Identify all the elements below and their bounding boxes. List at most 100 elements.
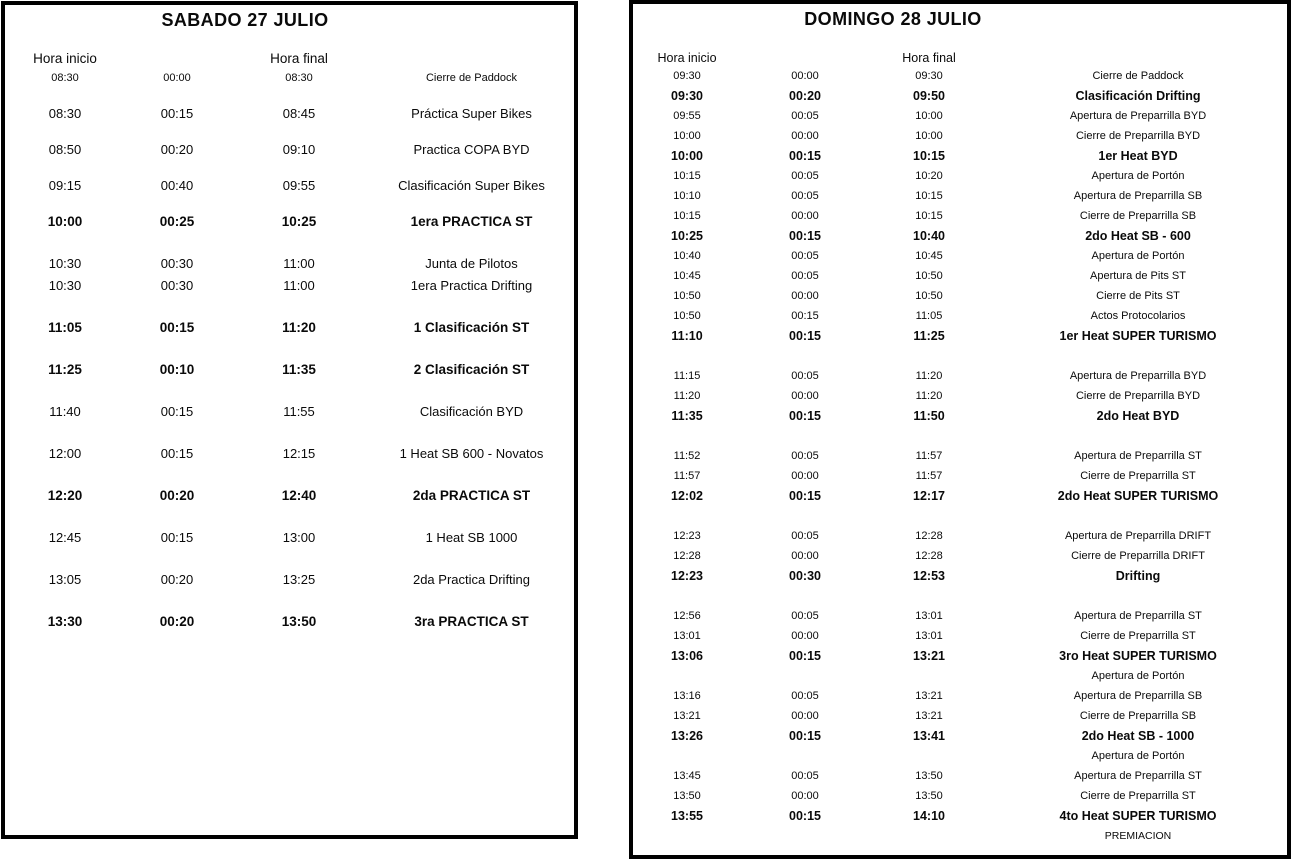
- end-time: 13:21: [915, 710, 943, 722]
- event-label: Apertura de Preparrilla DRIFT: [1064, 530, 1212, 542]
- duration: 00:25: [159, 214, 195, 229]
- sunday-schedule-panel: DOMINGO 28 JULIO Hora inicio Hora final …: [629, 0, 1291, 859]
- start-time: 12:23: [673, 530, 701, 542]
- schedule-row: 10:00 00:00 10:00 Cierre de Preparrilla BYD: [633, 126, 1287, 146]
- duration: 00:15: [789, 649, 821, 663]
- start-time: 13:05: [48, 572, 82, 587]
- event-label: Cierre de Preparrilla SB: [1079, 210, 1197, 222]
- duration: 00:10: [159, 362, 195, 377]
- saturday-column-headers: Hora inicio Hora final: [5, 51, 574, 67]
- start-time: 10:10: [673, 190, 701, 202]
- end-time: 13:25: [282, 572, 316, 587]
- event-label: Apertura de Preparrilla ST: [1074, 770, 1202, 782]
- end-time: 10:25: [281, 214, 317, 229]
- event-label: Practica COPA BYD: [413, 142, 530, 157]
- start-time: 10:15: [673, 170, 701, 182]
- end-time: 13:00: [282, 530, 316, 545]
- duration: 00:30: [160, 256, 194, 271]
- duration: 00:15: [789, 409, 821, 423]
- end-time: 12:53: [913, 569, 945, 583]
- start-time: 11:20: [673, 390, 701, 402]
- start-time: 13:50: [673, 790, 701, 802]
- duration: 00:15: [159, 320, 195, 335]
- saturday-rows: 08:30 00:00 08:30 Cierre de Paddock 08:30 00:…: [5, 67, 574, 633]
- duration: 00:05: [791, 170, 819, 182]
- event-label: Cierre de Preparrilla BYD: [1075, 390, 1201, 402]
- start-time: 10:50: [673, 310, 701, 322]
- end-time: 13:50: [281, 614, 317, 629]
- duration: 00:05: [791, 250, 819, 262]
- end-time: 10:15: [915, 210, 943, 222]
- schedule-row: 10:00 00:15 10:15 1er Heat BYD: [633, 146, 1287, 166]
- end-time: 11:05: [915, 310, 943, 322]
- schedule-row: 13:30 00:20 13:50 3ra PRACTICA ST: [5, 611, 574, 633]
- start-time: 13:01: [673, 630, 701, 642]
- end-time: 12:40: [281, 488, 317, 503]
- end-time: 12:17: [913, 489, 945, 503]
- duration: 00:05: [791, 190, 819, 202]
- event-label: Cierre de Paddock: [425, 72, 518, 84]
- duration: 00:05: [791, 370, 819, 382]
- end-time: 11:00: [283, 278, 315, 293]
- end-time: 09:30: [915, 70, 943, 82]
- schedule-group: 12:20 00:20 12:40 2da PRACTICA ST: [5, 485, 574, 507]
- duration: 00:15: [789, 329, 821, 343]
- event-label: Apertura de Preparrilla SB: [1073, 190, 1203, 202]
- schedule-row: 10:15 00:05 10:20 Apertura de Portón: [633, 166, 1287, 186]
- end-time: 13:50: [915, 790, 943, 802]
- end-time: 09:55: [282, 178, 316, 193]
- start-time: 10:00: [671, 149, 703, 163]
- start-time: 08:50: [48, 142, 82, 157]
- schedule-group: 12:23 00:05 12:28 Apertura de Preparrilla D…: [633, 526, 1287, 586]
- saturday-title: SABADO 27 JULIO: [161, 10, 329, 30]
- duration: 00:00: [791, 630, 819, 642]
- start-time: 09:55: [673, 110, 701, 122]
- start-time: 12:45: [48, 530, 82, 545]
- end-time: 12:28: [915, 550, 943, 562]
- event-label: 2do Heat SUPER TURISMO: [1057, 489, 1219, 503]
- schedule-row: 12:00 00:15 12:15 1 Heat SB 600 - Novatos: [5, 443, 574, 465]
- event-label: Práctica Super Bikes: [411, 106, 532, 121]
- event-header-empty: [369, 51, 574, 67]
- end-time: 13:21: [915, 690, 943, 702]
- schedule-row: 10:40 00:05 10:45 Apertura de Portón: [633, 246, 1287, 266]
- end-time: 13:41: [913, 729, 945, 743]
- event-label: 2do Heat BYD: [1096, 409, 1180, 423]
- event-label: Cierre de Preparrilla ST: [1080, 470, 1196, 482]
- sunday-rows: 09:30 00:00 09:30 Cierre de Paddock 09:30 00:…: [633, 66, 1287, 846]
- end-time: 13:21: [913, 649, 945, 663]
- end-time: 12:28: [915, 530, 943, 542]
- duration: 00:20: [160, 142, 194, 157]
- start-time: 11:25: [48, 362, 82, 377]
- schedule-group: 10:00 00:25 10:25 1era PRACTICA ST: [5, 211, 574, 233]
- duration: 00:20: [159, 614, 195, 629]
- duration: 00:20: [159, 488, 195, 503]
- start-time: 11:52: [673, 450, 701, 462]
- start-time: 11:35: [671, 409, 703, 423]
- schedule-row: 13:55 00:15 14:10 4to Heat SUPER TURISMO: [633, 806, 1287, 826]
- start-time: 11:15: [673, 370, 701, 382]
- event-label: Apertura de Preparrilla ST: [1074, 610, 1202, 622]
- event-label: 3ro Heat SUPER TURISMO: [1059, 649, 1217, 663]
- schedule-row: 11:25 00:10 11:35 2 Clasificación ST: [5, 359, 574, 381]
- schedule-group: 08:30 00:00 08:30 Cierre de Paddock: [5, 67, 574, 89]
- duration: 00:05: [791, 770, 819, 782]
- schedule-row: 11:10 00:15 11:25 1er Heat SUPER TURISMO: [633, 326, 1287, 346]
- schedule-row: 09:30 00:00 09:30 Cierre de Paddock: [633, 66, 1287, 86]
- event-label: 1 Clasificación ST: [413, 320, 530, 335]
- schedule-group: 11:40 00:15 11:55 Clasificación BYD: [5, 401, 574, 423]
- end-time: 12:15: [282, 446, 316, 461]
- event-label: Junta de Pilotos: [425, 256, 518, 271]
- schedule-row: 11:40 00:15 11:55 Clasificación BYD: [5, 401, 574, 423]
- end-time: 11:57: [915, 470, 943, 482]
- duration: 00:30: [789, 569, 821, 583]
- duration: 00:15: [791, 310, 819, 322]
- end-time: 10:15: [915, 190, 943, 202]
- duration: 00:00: [791, 290, 819, 302]
- start-time: 10:00: [673, 130, 701, 142]
- start-time: 10:50: [673, 290, 701, 302]
- end-time: 11:00: [283, 256, 315, 271]
- end-time: 10:00: [915, 110, 943, 122]
- event-label: 1 Heat SB 1000: [425, 530, 518, 545]
- duration: 00:00: [791, 470, 819, 482]
